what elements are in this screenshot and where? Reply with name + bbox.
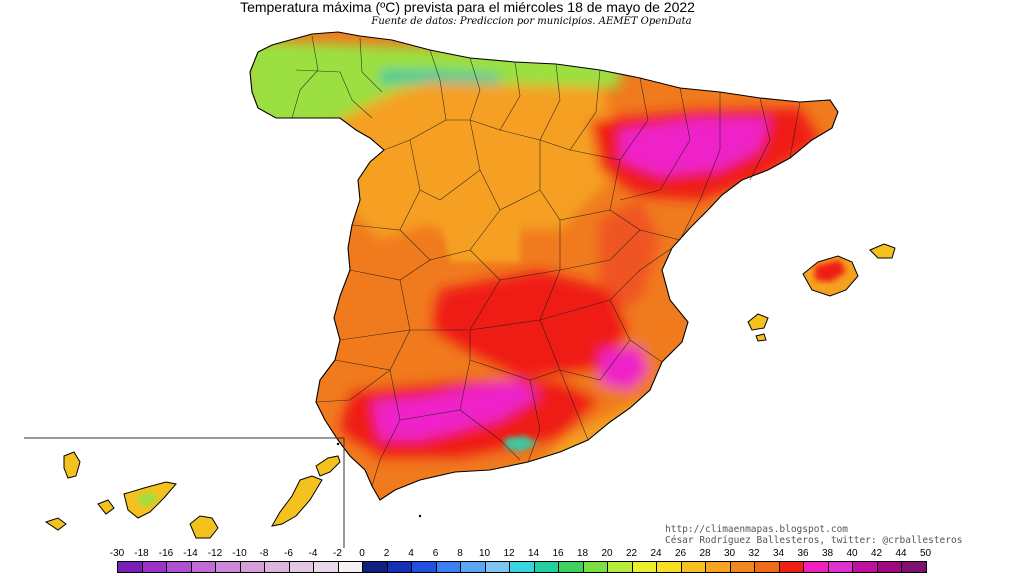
temperature-map bbox=[24, 31, 896, 548]
legend-label: -4 bbox=[308, 548, 318, 559]
legend-label: 0 bbox=[359, 548, 365, 559]
credits: http://climaenmapas.blogspot.com César R… bbox=[665, 524, 962, 546]
credits-author: César Rodríguez Ballesteros, twitter: @c… bbox=[665, 535, 963, 546]
legend-swatch bbox=[264, 561, 290, 573]
map-subtitle: Fuente de datos: Prediccion por municipi… bbox=[371, 16, 692, 27]
legend-swatch bbox=[607, 561, 633, 573]
legend-swatch bbox=[141, 561, 167, 573]
legend-swatch bbox=[460, 561, 486, 573]
legend-swatch bbox=[876, 561, 902, 573]
legend-swatch bbox=[901, 561, 927, 573]
legend-label: 16 bbox=[552, 548, 564, 559]
legend-swatch bbox=[631, 561, 657, 573]
legend-label: 8 bbox=[457, 548, 463, 559]
legend-label: 2 bbox=[383, 548, 390, 559]
legend-label: -8 bbox=[259, 548, 269, 559]
province-borders bbox=[291, 35, 801, 487]
legend-swatch bbox=[484, 561, 510, 573]
legend-label: 10 bbox=[478, 548, 491, 559]
legend-swatch bbox=[215, 561, 241, 573]
legend-label: -2 bbox=[333, 548, 342, 559]
legend-label: -6 bbox=[284, 548, 293, 559]
legend-swatch bbox=[509, 561, 535, 573]
legend-label: 4 bbox=[408, 548, 414, 559]
legend-swatch bbox=[337, 561, 363, 573]
credits-url: http://climaenmapas.blogspot.com bbox=[665, 524, 849, 535]
legend-label: 40 bbox=[846, 548, 858, 559]
legend-swatch bbox=[680, 561, 706, 573]
legend-label: 22 bbox=[625, 548, 638, 559]
legend-label: 42 bbox=[870, 548, 883, 559]
legend-swatch bbox=[558, 561, 584, 573]
legend-label: 34 bbox=[772, 548, 785, 559]
legend-swatch bbox=[656, 561, 682, 573]
legend-swatch bbox=[705, 561, 731, 573]
legend-swatch bbox=[778, 561, 804, 573]
legend-swatch bbox=[533, 561, 559, 573]
legend-label: 36 bbox=[797, 548, 809, 559]
legend-label: 38 bbox=[821, 548, 834, 559]
legend-swatch bbox=[362, 561, 388, 573]
legend-label: -30 bbox=[109, 548, 125, 559]
legend-label: -18 bbox=[134, 548, 149, 559]
balearic-islands bbox=[747, 243, 896, 342]
legend-swatch bbox=[313, 561, 339, 573]
temperature-legend: -30 -18 -16 -14 -12 -10 -8 -6 -4 -2 0 2 4 6 8 10 12 14 16 1… bbox=[0, 548, 1024, 576]
legend-swatch bbox=[288, 561, 314, 573]
legend-label: 18 bbox=[576, 548, 589, 559]
legend-swatch bbox=[117, 561, 143, 573]
legend-label: -10 bbox=[232, 548, 247, 559]
legend-label: 26 bbox=[674, 548, 687, 559]
map-title: Temperatura máxima (ºC) prevista para el… bbox=[240, 0, 695, 15]
legend-swatch bbox=[166, 561, 192, 573]
legend-label: -16 bbox=[158, 548, 174, 559]
legend-label: 24 bbox=[650, 548, 662, 559]
legend-label: 28 bbox=[699, 548, 711, 559]
legend-swatch bbox=[827, 561, 853, 573]
legend-label: 20 bbox=[601, 548, 613, 559]
legend-label: -12 bbox=[207, 548, 223, 559]
legend-label: -14 bbox=[183, 548, 198, 559]
legend-label: 6 bbox=[432, 548, 439, 559]
marker-dot bbox=[336, 442, 340, 446]
legend-label: 12 bbox=[503, 548, 515, 559]
canary-islands-inset bbox=[24, 437, 345, 548]
legend-swatch bbox=[803, 561, 829, 573]
legend-label: 50 bbox=[919, 548, 932, 559]
legend-swatch bbox=[239, 561, 265, 573]
peninsula-temperature-field bbox=[250, 32, 838, 500]
legend-swatch bbox=[386, 561, 412, 573]
legend-swatch bbox=[190, 561, 216, 573]
legend-swatch bbox=[729, 561, 755, 573]
legend-label: 30 bbox=[723, 548, 736, 559]
legend-label: 44 bbox=[895, 548, 907, 559]
legend-swatch bbox=[852, 561, 878, 573]
legend-swatch bbox=[754, 561, 780, 573]
legend-label: 32 bbox=[748, 548, 760, 559]
legend-swatch bbox=[435, 561, 461, 573]
legend-label: 14 bbox=[527, 548, 540, 559]
legend-swatch bbox=[582, 561, 608, 573]
marker-dot bbox=[418, 514, 422, 518]
legend-swatch bbox=[411, 561, 437, 573]
